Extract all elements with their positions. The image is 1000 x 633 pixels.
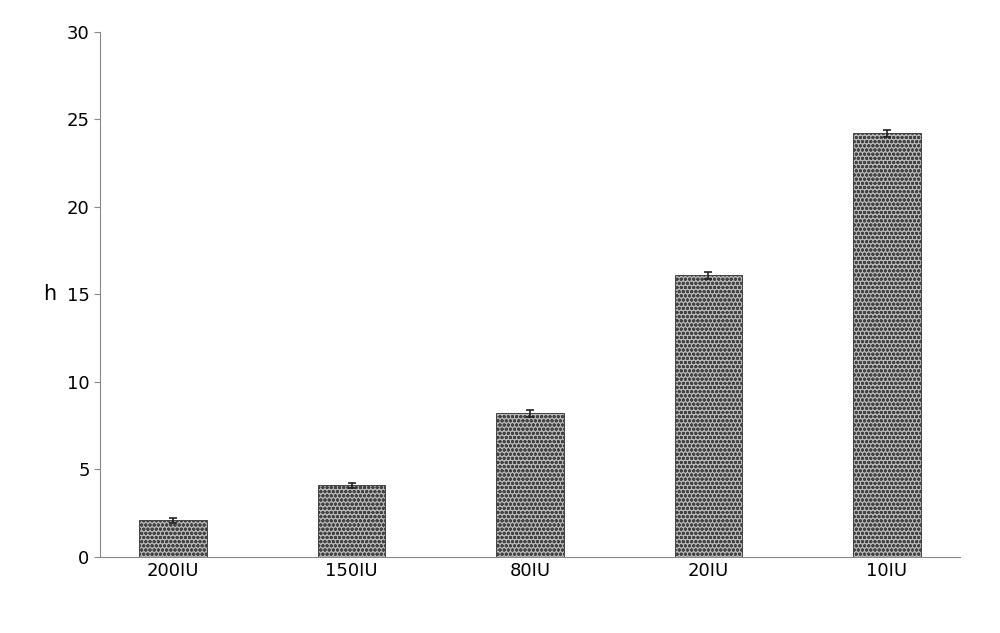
- Bar: [675, 275, 742, 557]
- Bar: [318, 486, 385, 557]
- Bar: [853, 133, 921, 557]
- Y-axis label: h: h: [43, 284, 56, 304]
- Bar: [496, 413, 564, 557]
- Bar: [139, 520, 207, 557]
